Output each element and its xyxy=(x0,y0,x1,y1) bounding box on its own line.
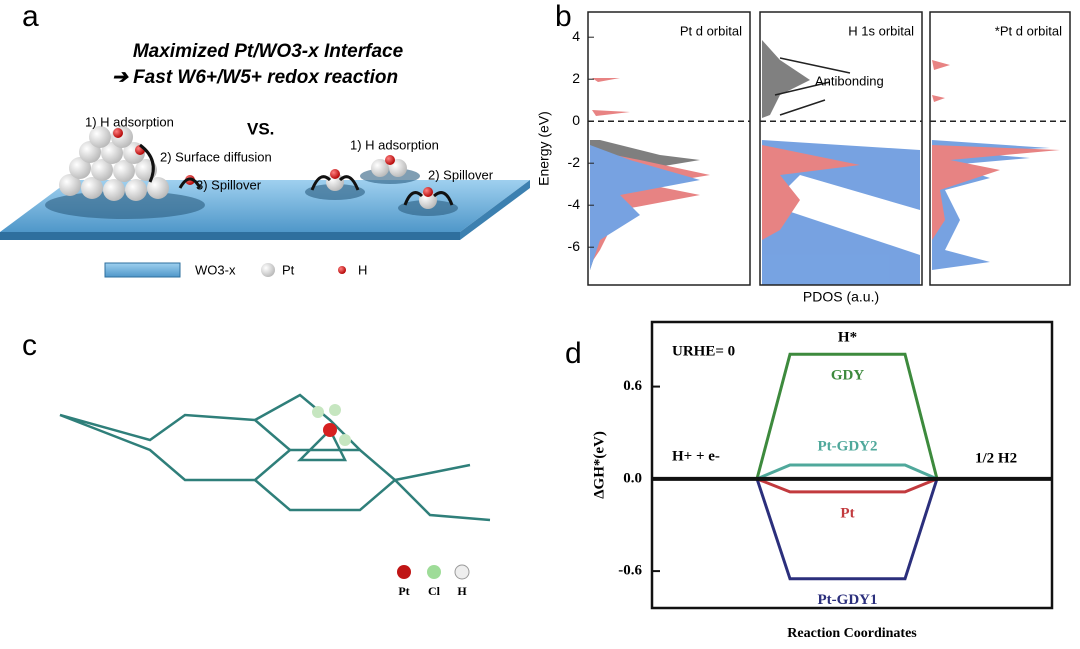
y-tick-label: 0 xyxy=(572,112,580,128)
y-tick-label: -6 xyxy=(568,238,581,254)
panel-c: c Pt Cl H xyxy=(22,329,491,598)
panel-label: b xyxy=(555,0,572,33)
legend-label: Pt xyxy=(282,262,295,277)
pt-cluster xyxy=(45,126,205,219)
y-tick-label: 0.6 xyxy=(623,378,642,394)
panel-label: a xyxy=(22,0,39,33)
legend-swatch xyxy=(427,565,441,579)
panel-label: c xyxy=(22,329,37,362)
step-label: 2) Surface diffusion xyxy=(160,149,272,164)
legend-label: Pt xyxy=(398,584,409,598)
panel-b: b xyxy=(555,0,1060,285)
subplot-frame xyxy=(587,11,751,286)
annotation: Antibonding xyxy=(815,73,884,88)
legend-label: H xyxy=(358,262,367,277)
y-tick-label: 2 xyxy=(572,70,580,86)
subplot-title: Pt d orbital xyxy=(680,23,742,38)
legend-swatch xyxy=(454,564,470,580)
molecule xyxy=(59,393,491,522)
pdos-curves xyxy=(590,40,1060,285)
vs-label: VS. xyxy=(247,119,274,138)
subplot-frame xyxy=(929,11,1071,286)
legend-swatch xyxy=(261,263,275,277)
y-axis-label: ΔGH*(eV) xyxy=(591,431,607,499)
pt-atom xyxy=(323,423,337,437)
cl-atom xyxy=(329,404,341,416)
x-axis-label: PDOS (a.u.) xyxy=(803,289,879,305)
legend-swatch xyxy=(397,565,411,579)
slab-edge xyxy=(0,232,460,240)
subplot-title: H 1s orbital xyxy=(848,23,914,38)
series-label: Pt-GDY2 xyxy=(818,438,878,454)
y-tick-label: 0.0 xyxy=(623,470,642,486)
panel-label: d xyxy=(565,337,582,370)
energy-path xyxy=(756,477,938,494)
y-axis-label: Energy (eV) xyxy=(536,111,552,186)
annotation: URHE= 0 xyxy=(672,343,735,359)
state-label: H* xyxy=(838,330,857,346)
state-label: 1/2 H2 xyxy=(975,450,1017,466)
step-label: 1) H adsorption xyxy=(85,114,174,129)
series-label: Pt-GDY1 xyxy=(818,592,878,608)
legend-label: H xyxy=(457,584,467,598)
legend-label: WO3-x xyxy=(195,262,236,277)
panel-title: Maximized Pt/WO3-x Interface xyxy=(133,41,404,62)
y-tick-label: 4 xyxy=(572,28,580,44)
subplot-frame xyxy=(759,11,923,286)
annotation-arrow xyxy=(774,57,851,116)
step-label: 1) H adsorption xyxy=(350,137,439,152)
step-label: 3) Spillover xyxy=(196,177,262,192)
pt-single-atoms xyxy=(305,155,458,216)
series-label: Pt xyxy=(840,505,854,521)
legend-label: Cl xyxy=(428,584,441,598)
panel-d: d xyxy=(565,337,582,370)
subplot-title: *Pt d orbital xyxy=(995,23,1062,38)
energy-path xyxy=(755,478,939,581)
legend-swatch xyxy=(104,262,181,278)
plot-frame xyxy=(650,320,1054,610)
panel-a: a Maximized Pt/WO3-x Interface ➔ Fast W6… xyxy=(0,0,530,278)
cl-atom xyxy=(312,406,324,418)
x-axis-label: Reaction Coordinates xyxy=(787,626,917,641)
y-tick-label: -2 xyxy=(568,154,581,170)
energy-path xyxy=(755,352,939,480)
energy-path xyxy=(756,463,938,481)
state-label: H+ + e- xyxy=(672,448,720,464)
panel-subtitle: ➔ Fast W6+/W5+ redox reaction xyxy=(112,67,398,88)
legend-swatch xyxy=(338,266,346,274)
y-tick-label: -4 xyxy=(568,196,581,212)
y-tick-label: -0.6 xyxy=(618,563,642,579)
series-label: GDY xyxy=(831,368,865,384)
step-label: 2) Spillover xyxy=(428,167,494,182)
slab-side xyxy=(460,180,530,240)
cl-atom xyxy=(339,434,351,446)
